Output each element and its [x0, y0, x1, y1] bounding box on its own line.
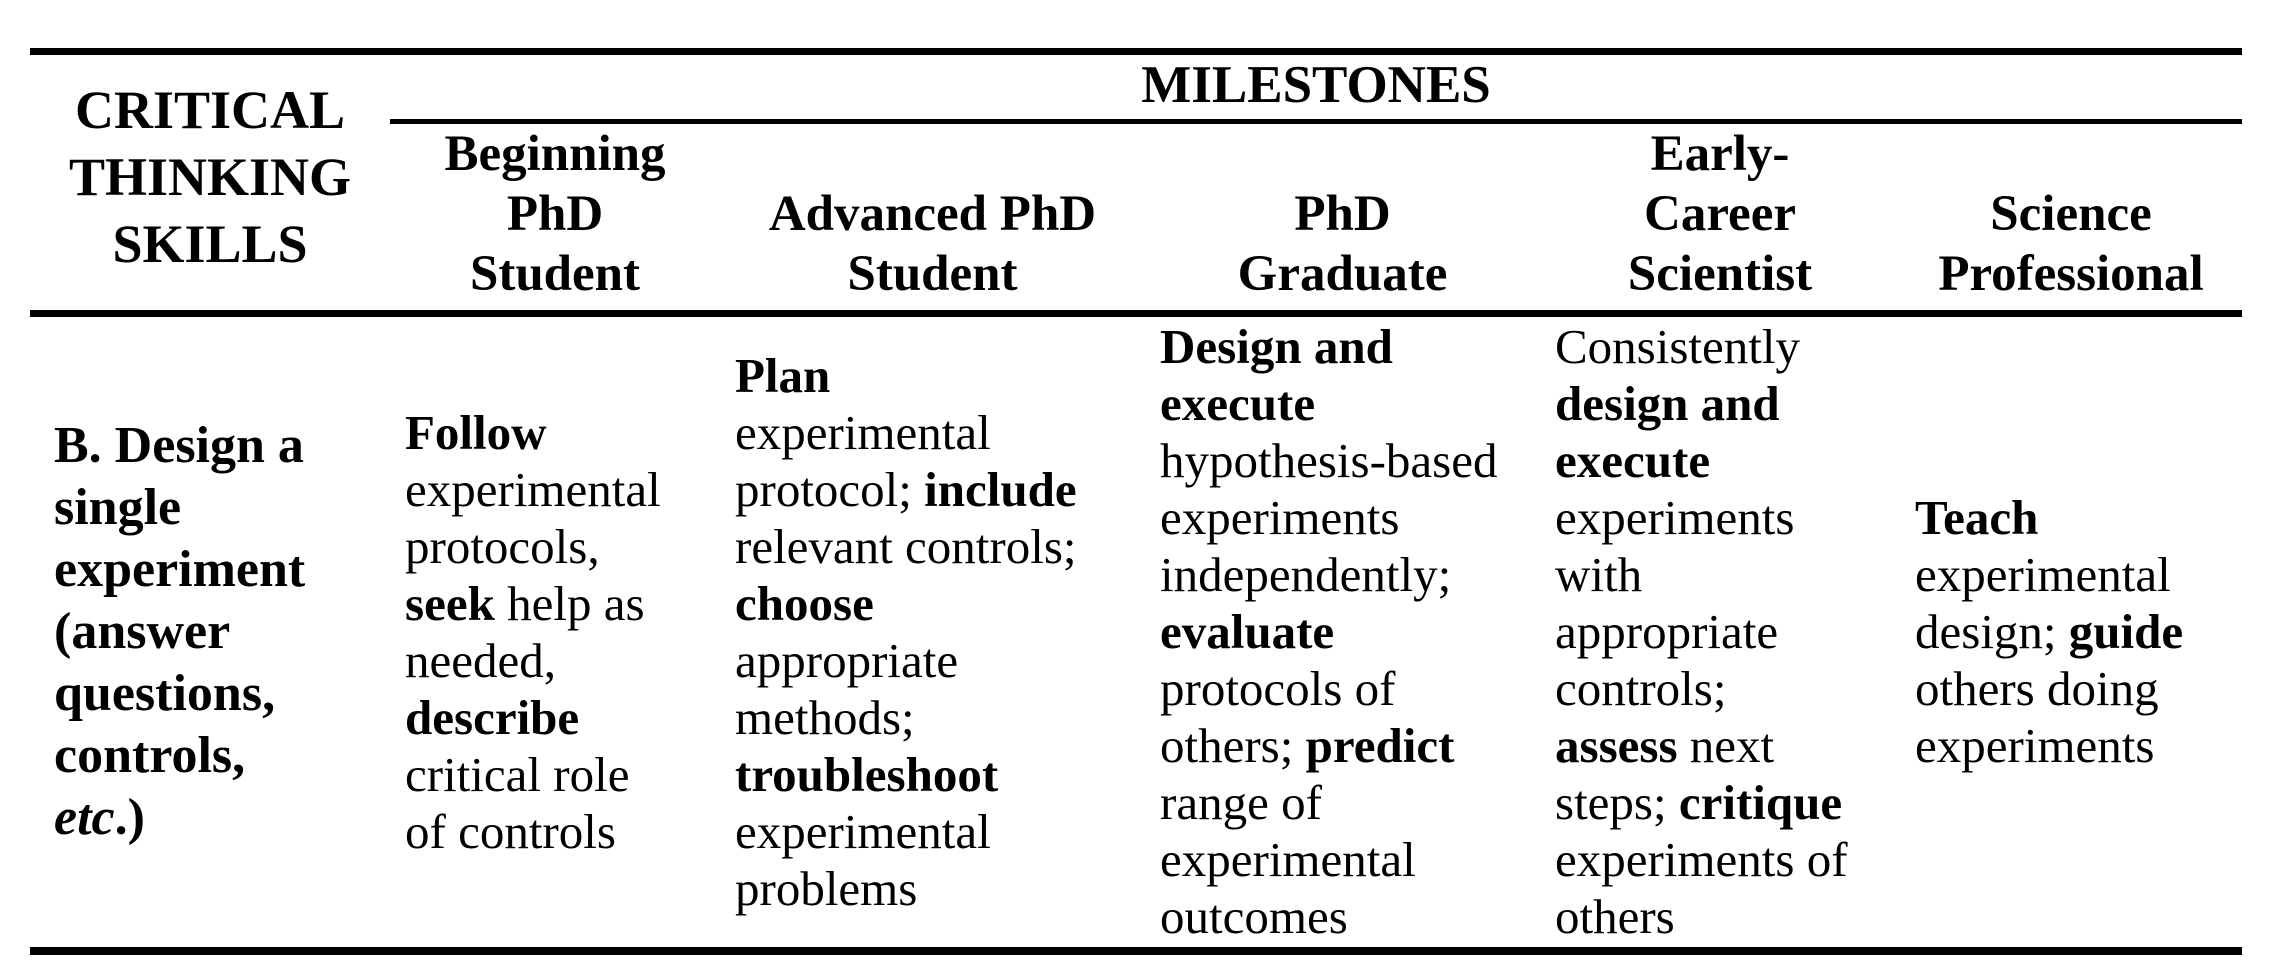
milestone-cell-beginning-phd-student: Follow experimental protocols, seek help as… — [405, 404, 661, 859]
column-header-advanced-phd-student: Advanced PhD Student — [720, 121, 1145, 317]
column-header-beginning-phd-student: Beginning PhD Student — [390, 121, 720, 317]
milestone-cell-early-career-scientist: Consistently design and execute experiments… — [1555, 319, 1848, 945]
column-header-phd-graduate: PhD Graduate — [1145, 121, 1540, 317]
column-header-row: Beginning PhD Student Advanced PhD Student … — [30, 121, 2243, 317]
column-header-science-professional: Science Professional — [1900, 121, 2243, 317]
skill-cell-design-single-experiment: B. Design a single experiment (answer questi… — [54, 416, 306, 846]
table-row-design-single-experiment: B. Design a single experiment (answer questi… — [30, 314, 2242, 951]
group-header-milestones: MILESTONES — [390, 51, 2243, 124]
milestone-cell-science-professional: Teach experimental design; guide others doi… — [1915, 490, 2184, 774]
milestone-cell-advanced-phd-student: Plan experimental protocol; include relevan… — [735, 347, 1077, 916]
column-header-early-career-scientist: Early- Career Scientist — [1540, 121, 1900, 317]
milestones-table: CRITICAL THINKING SKILLS MILESTONES Beginn… — [30, 48, 2243, 955]
milestone-cell-phd-graduate: Design and execute hypothesis-based experim… — [1160, 319, 1498, 945]
group-header-row: CRITICAL THINKING SKILLS MILESTONES — [30, 51, 2243, 317]
corner-header-critical-thinking-skills: CRITICAL THINKING SKILLS — [30, 51, 390, 317]
